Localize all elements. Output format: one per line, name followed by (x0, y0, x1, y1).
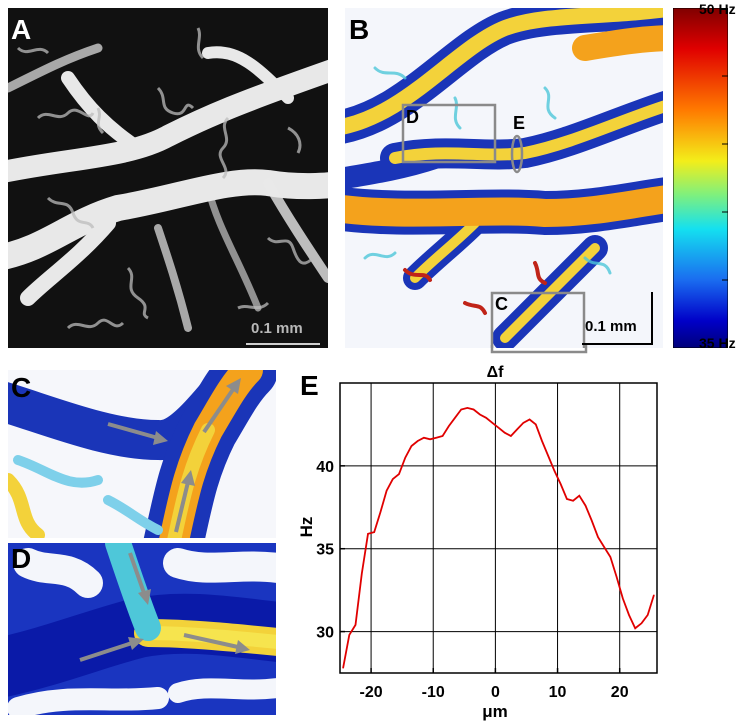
x-tick-label: 20 (611, 684, 629, 701)
data-point (584, 505, 587, 507)
data-point (373, 531, 375, 533)
data-point (616, 576, 618, 578)
data-point (516, 428, 518, 430)
roi-box-d (401, 103, 497, 164)
data-point (392, 478, 394, 480)
data-point (572, 500, 574, 502)
colorbar-max-label: 50 Hz (699, 1, 736, 17)
data-point (529, 418, 531, 421)
data-point (398, 473, 400, 475)
data-point (367, 533, 369, 535)
y-tick-label: 30 (316, 625, 334, 642)
data-point (491, 422, 493, 424)
chart-title: Δf (487, 364, 505, 381)
y-tick-label: 40 (316, 459, 334, 476)
panel-c-flow-arrows (107, 378, 241, 533)
data-point (547, 455, 549, 457)
data-point (653, 594, 655, 596)
colorbar (673, 8, 728, 348)
data-point (510, 435, 512, 437)
panel-d-flow-arrows (79, 552, 250, 662)
data-point (448, 425, 450, 427)
data-point (460, 408, 462, 411)
data-point (466, 407, 468, 409)
data-point (628, 614, 630, 616)
panel-b-image: B D E C 0.1 mm (345, 8, 663, 348)
y-axis-label: Hz (297, 517, 316, 538)
roi-label-e: E (513, 113, 526, 133)
panel-a-vessels (8, 27, 328, 345)
x-axis-label: μm (482, 702, 508, 721)
panel-c-label: C (11, 372, 32, 403)
colorbar-ticks (673, 8, 728, 348)
data-point (429, 438, 431, 440)
x-tick-label: -10 (422, 684, 445, 701)
data-point (342, 667, 344, 669)
panel-d-label: D (11, 543, 32, 574)
data-point (417, 440, 419, 442)
data-point (454, 417, 456, 419)
panel-c-vessels (8, 370, 276, 538)
data-point (578, 495, 580, 497)
colorbar-min-label: 35 Hz (699, 335, 736, 351)
panel-d-vessels (8, 543, 276, 715)
roi-label-c: C (495, 294, 508, 314)
data-point (522, 422, 525, 424)
data-point (497, 427, 500, 429)
data-point (535, 423, 537, 425)
data-point (479, 413, 481, 416)
data-point (591, 519, 593, 522)
data-point (640, 622, 643, 624)
panel-b-scale-text: 0.1 mm (585, 318, 637, 335)
roi-box-c-bottom (490, 345, 588, 354)
panel-c-image: C (8, 370, 276, 538)
panel-e-label: E (300, 370, 319, 401)
data-point (634, 627, 636, 629)
panel-d-image: D (8, 543, 276, 715)
panel-b-scale-bar (582, 292, 653, 345)
x-tick-label: 10 (549, 684, 567, 701)
panel-b-vessels (345, 8, 663, 348)
data-point (361, 573, 363, 575)
colorbar-gradient (673, 8, 728, 348)
data-point (553, 470, 556, 472)
data-point (504, 432, 506, 434)
panel-a-label: A (11, 14, 32, 45)
data-point (541, 440, 543, 442)
data-point (379, 511, 381, 513)
data-point (609, 556, 612, 558)
data-point (442, 435, 444, 437)
data-point (354, 624, 357, 626)
roi-box-c (490, 291, 586, 348)
data-point (603, 546, 605, 548)
data-point (404, 457, 406, 459)
panel-b-label: B (349, 14, 370, 45)
data-point (410, 445, 413, 447)
roi-ellipse-e (510, 134, 524, 174)
data-point (647, 614, 649, 616)
data-point (473, 408, 475, 411)
data-point (423, 437, 425, 439)
data-point (485, 417, 487, 419)
data-point (435, 437, 437, 439)
data-point (386, 490, 388, 492)
data-point (566, 498, 568, 500)
data-point (348, 634, 350, 636)
panel-a-image: A 0.1 mm (8, 8, 328, 348)
plot-area (339, 382, 658, 674)
panel-a-scale-text: 0.1 mm (251, 320, 303, 337)
y-tick-label: 35 (316, 542, 334, 559)
data-point (560, 483, 562, 485)
data-point (622, 597, 624, 600)
x-tick-label: 0 (491, 684, 500, 701)
roi-label-d: D (406, 107, 419, 127)
x-tick-label: -20 (360, 684, 383, 701)
data-point (597, 536, 599, 538)
